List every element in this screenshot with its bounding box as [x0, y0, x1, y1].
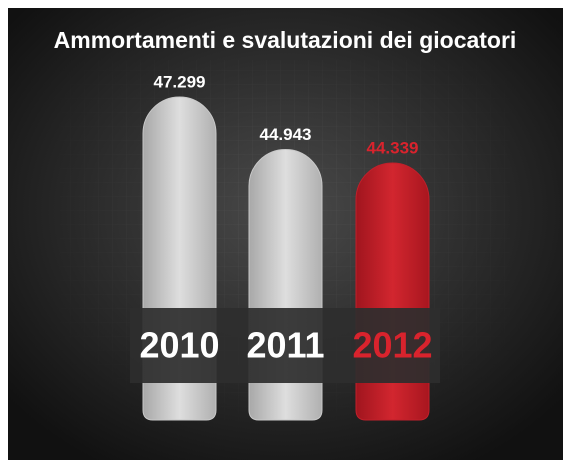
- category-label: 2012: [352, 325, 432, 366]
- value-label: 44.943: [260, 125, 312, 144]
- year-band: [130, 308, 440, 383]
- chart-title: Ammortamenti e svalutazioni dei giocator…: [54, 27, 517, 53]
- category-label: 2011: [246, 325, 324, 366]
- value-label: 44.339: [367, 138, 419, 157]
- category-label: 2010: [139, 325, 219, 366]
- value-label: 47.299: [154, 72, 206, 91]
